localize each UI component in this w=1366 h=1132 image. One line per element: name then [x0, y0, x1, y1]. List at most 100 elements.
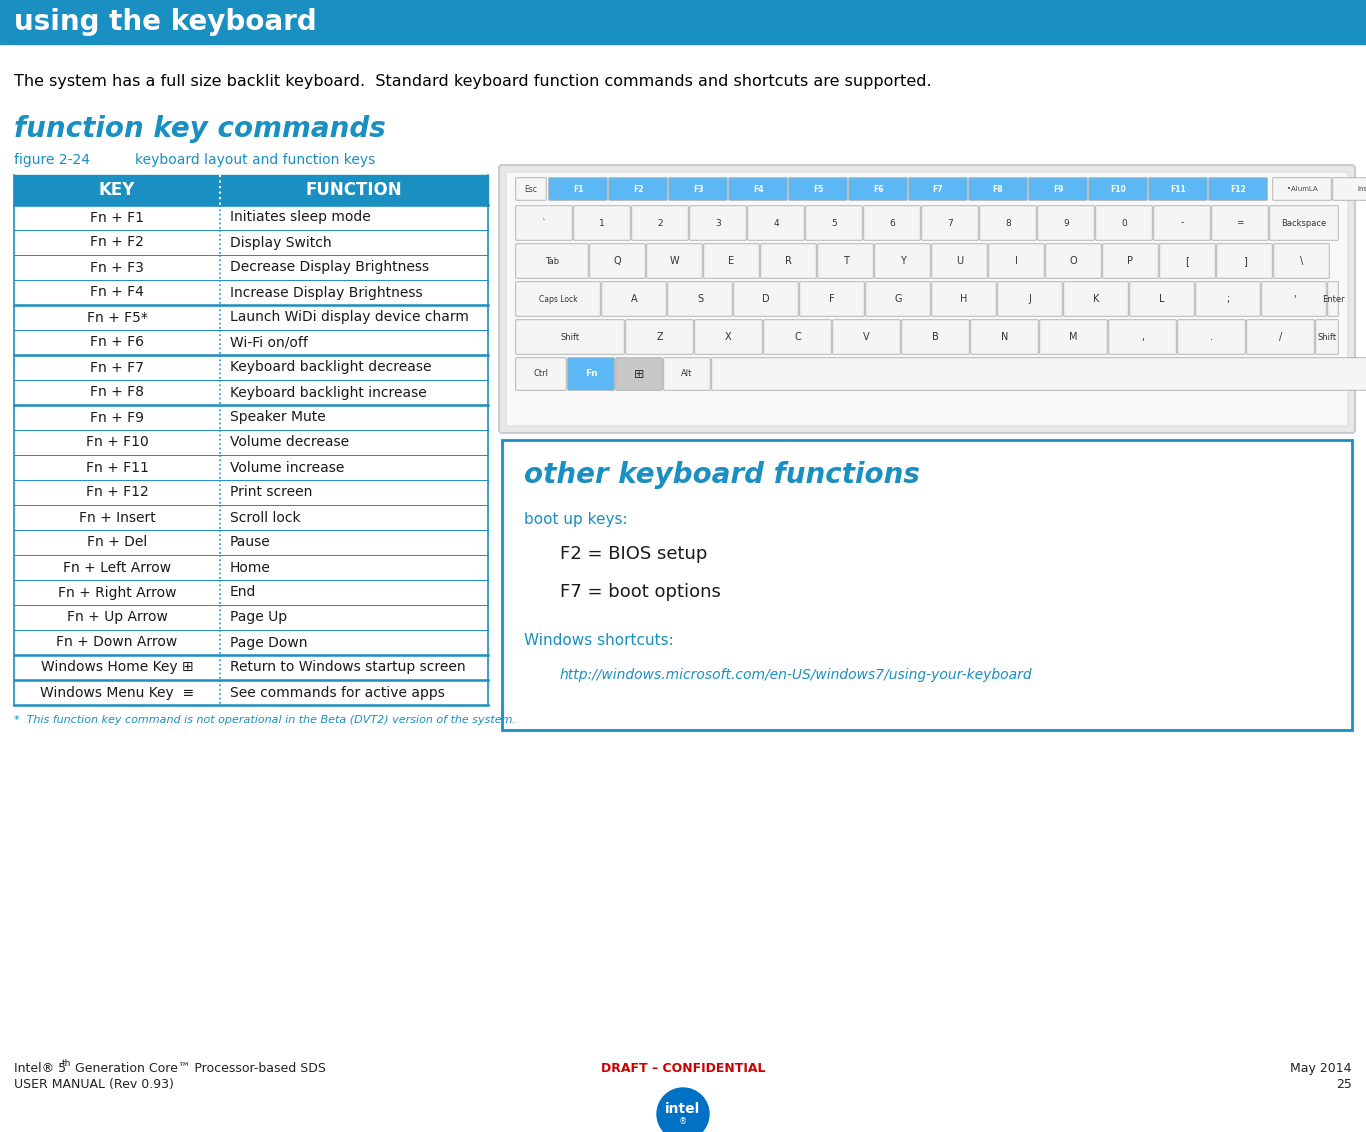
Text: F: F [829, 294, 835, 305]
Text: Fn + F2: Fn + F2 [90, 235, 143, 249]
FancyBboxPatch shape [863, 206, 921, 240]
Text: Windows Menu Key  ≡: Windows Menu Key ≡ [40, 686, 194, 700]
FancyBboxPatch shape [516, 319, 624, 354]
FancyBboxPatch shape [1212, 206, 1268, 240]
Text: Y: Y [900, 256, 906, 266]
FancyBboxPatch shape [1038, 206, 1094, 240]
Circle shape [660, 1091, 706, 1132]
Text: Windows Home Key ⊞: Windows Home Key ⊞ [41, 660, 194, 675]
Text: Backspace: Backspace [1281, 218, 1326, 228]
FancyBboxPatch shape [761, 243, 817, 278]
Text: Initiates sleep mode: Initiates sleep mode [229, 211, 370, 224]
Text: keyboard layout and function keys: keyboard layout and function keys [135, 153, 376, 168]
Text: *  This function key command is not operational in the Beta (DVT2) version of th: * This function key command is not opera… [14, 715, 516, 724]
FancyBboxPatch shape [626, 319, 694, 354]
Text: http://windows.microsoft.com/en-US/windows7/using-your-keyboard: http://windows.microsoft.com/en-US/windo… [560, 668, 1033, 681]
FancyBboxPatch shape [932, 282, 996, 316]
FancyBboxPatch shape [734, 282, 798, 316]
Text: Pause: Pause [229, 535, 270, 549]
FancyBboxPatch shape [728, 178, 787, 200]
Text: F8: F8 [993, 185, 1003, 194]
Text: C: C [794, 332, 800, 342]
Text: ;: ; [1227, 294, 1229, 305]
FancyBboxPatch shape [1160, 243, 1216, 278]
FancyBboxPatch shape [979, 206, 1037, 240]
Text: Fn + F3: Fn + F3 [90, 260, 143, 274]
FancyBboxPatch shape [989, 243, 1044, 278]
FancyBboxPatch shape [1096, 206, 1153, 240]
FancyBboxPatch shape [788, 178, 847, 200]
Text: Ins: Ins [1356, 186, 1366, 192]
Text: ]: ] [1243, 256, 1246, 266]
FancyBboxPatch shape [848, 178, 907, 200]
Circle shape [657, 1088, 709, 1132]
FancyBboxPatch shape [568, 358, 615, 391]
Text: R: R [785, 256, 792, 266]
Text: 25: 25 [1336, 1078, 1352, 1091]
Text: J: J [1029, 294, 1031, 305]
Text: G: G [895, 294, 902, 305]
FancyBboxPatch shape [1154, 206, 1210, 240]
Text: F3: F3 [693, 185, 703, 194]
Text: 3: 3 [716, 218, 721, 228]
Text: =: = [1236, 218, 1244, 228]
Text: Tab: Tab [545, 257, 559, 266]
Text: using the keyboard: using the keyboard [14, 8, 317, 36]
Text: F12: F12 [1231, 185, 1246, 194]
Text: Keyboard backlight decrease: Keyboard backlight decrease [229, 360, 432, 375]
Text: figure 2-24: figure 2-24 [14, 153, 90, 168]
Text: 0: 0 [1121, 218, 1127, 228]
Bar [14, 175, 488, 205]
FancyBboxPatch shape [968, 178, 1027, 200]
FancyBboxPatch shape [874, 243, 930, 278]
Text: FUNCTION: FUNCTION [306, 181, 403, 199]
Text: E: E [728, 256, 735, 266]
FancyBboxPatch shape [646, 243, 702, 278]
Text: Fn + Down Arrow: Fn + Down Arrow [56, 635, 178, 650]
FancyBboxPatch shape [516, 243, 589, 278]
FancyBboxPatch shape [668, 282, 732, 316]
Text: H: H [960, 294, 967, 305]
Text: function key commands: function key commands [14, 115, 385, 143]
Text: F7: F7 [933, 185, 944, 194]
FancyBboxPatch shape [516, 178, 546, 200]
Text: Keyboard backlight increase: Keyboard backlight increase [229, 386, 426, 400]
Text: A: A [631, 294, 638, 305]
FancyBboxPatch shape [747, 206, 805, 240]
Text: ⊞: ⊞ [634, 368, 645, 380]
Text: Fn + F5*: Fn + F5* [86, 310, 148, 325]
Text: Generation Core™ Processor-based SDS: Generation Core™ Processor-based SDS [71, 1062, 326, 1075]
Text: Launch WiDi display device charm: Launch WiDi display device charm [229, 310, 469, 325]
Text: Fn + Insert: Fn + Insert [79, 511, 156, 524]
Text: Fn + F7: Fn + F7 [90, 360, 143, 375]
Text: 8: 8 [1005, 218, 1011, 228]
Text: ®: ® [679, 1117, 687, 1126]
Text: F9: F9 [1053, 185, 1063, 194]
Text: See commands for active apps: See commands for active apps [229, 686, 445, 700]
Text: Wi-Fi on/off: Wi-Fi on/off [229, 335, 307, 350]
Text: Page Down: Page Down [229, 635, 307, 650]
FancyBboxPatch shape [1177, 319, 1246, 354]
FancyBboxPatch shape [1262, 282, 1326, 316]
Text: Fn + Right Arrow: Fn + Right Arrow [57, 585, 176, 600]
Text: 1: 1 [600, 218, 605, 228]
Text: Increase Display Brightness: Increase Display Brightness [229, 285, 422, 300]
Text: 2: 2 [657, 218, 663, 228]
Text: •AlumLA: •AlumLA [1287, 186, 1317, 192]
Text: F7 = boot options: F7 = boot options [560, 583, 721, 601]
Text: Fn + F4: Fn + F4 [90, 285, 143, 300]
Text: F10: F10 [1111, 185, 1126, 194]
Text: S: S [697, 294, 703, 305]
FancyBboxPatch shape [590, 243, 645, 278]
Text: F4: F4 [753, 185, 764, 194]
FancyBboxPatch shape [1040, 319, 1108, 354]
Text: L: L [1160, 294, 1165, 305]
Text: Return to Windows startup screen: Return to Windows startup screen [229, 660, 466, 675]
Text: `: ` [542, 218, 546, 228]
FancyBboxPatch shape [1195, 282, 1261, 316]
Text: Fn: Fn [585, 369, 597, 378]
FancyBboxPatch shape [764, 319, 832, 354]
Text: USER MANUAL (Rev 0.93): USER MANUAL (Rev 0.93) [14, 1078, 173, 1091]
Text: F11: F11 [1171, 185, 1186, 194]
Text: 7: 7 [947, 218, 953, 228]
